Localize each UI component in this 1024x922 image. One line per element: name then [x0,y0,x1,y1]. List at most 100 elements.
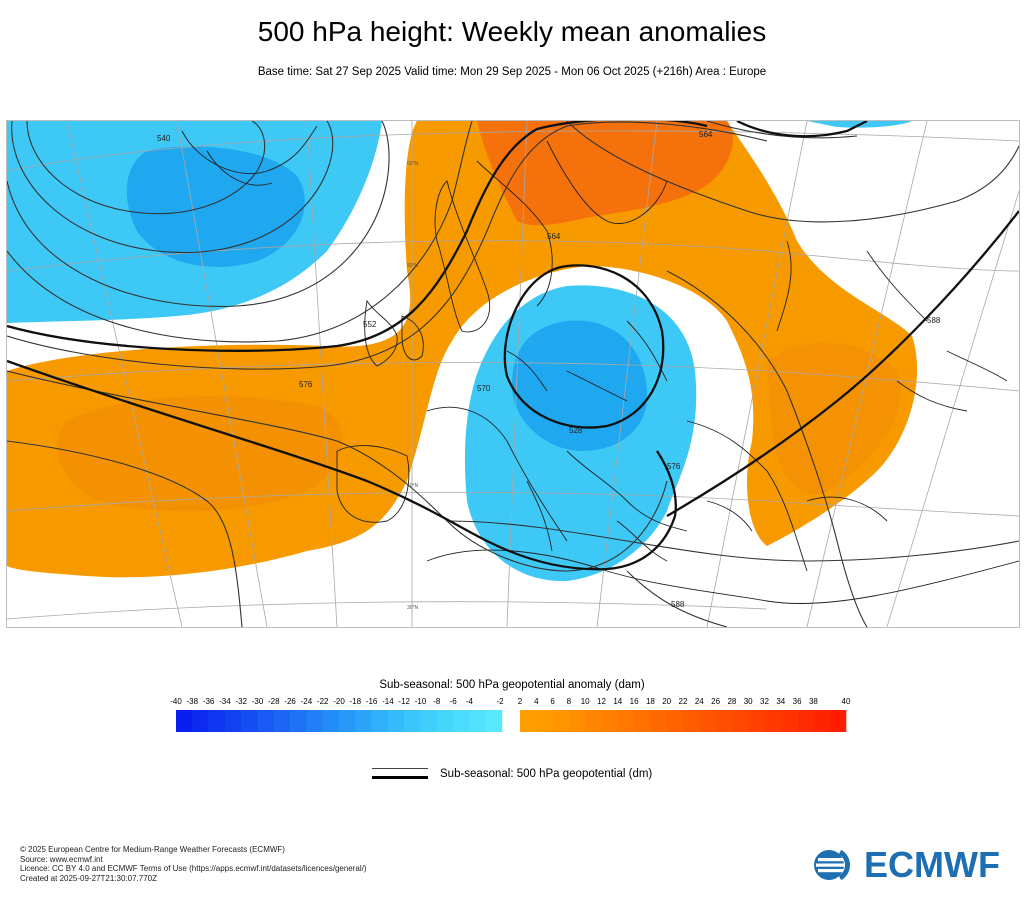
footer-credits: © 2025 European Centre for Medium-Range … [20,845,367,883]
contour-label: 564 [699,130,713,139]
colorbar-tick-label: -40 [170,697,182,706]
colorbar-tick-label: -12 [398,697,410,706]
colorbar-tick-label: -36 [202,697,215,706]
colorbar-swatch-positive [650,710,667,732]
contour-label: 528 [569,426,583,435]
colorbar-swatch-negative [339,710,356,732]
ecmwf-logo-icon [814,849,856,881]
contour-label: 576 [299,380,313,389]
colorbar-swatch-positive [829,710,847,732]
coastlines [181,125,1019,605]
colorbar-swatch-positive [764,710,782,732]
footer-created: Created at 2025-09-27T21:30:07.770Z [20,873,157,883]
page-title: 500 hPa height: Weekly mean anomalies [257,16,767,47]
colorbar-tick-label: -38 [186,697,199,706]
colorbar-swatch-negative [208,710,226,732]
ecmwf-logo: ECMWF [812,846,1000,884]
colorbar-tick-label: -34 [219,697,231,706]
contour-label: 576 [667,462,681,471]
lat-label: 60°N [407,161,419,167]
positive-anomaly-shading [7,121,918,578]
colorbar-tick-labels: -40 -38 -36 -34 -32 -30 -28 -26 -24 -22 -20 -18 -16-… [168,697,858,709]
colorbar-tick-label: -16 [365,697,378,706]
colorbar-tick-label: 14 [613,697,623,706]
colorbar-tick-label: -26 [284,697,296,706]
colorbar-tick-label: 4 [534,697,539,706]
colorbar-tick-label: 20 [662,697,672,706]
colorbar-tick-label: 34 [776,697,786,706]
colorbar-swatch-positive [552,710,570,732]
colorbar-tick-label: -30 [251,697,264,706]
colorbar-swatch-negative [355,710,372,732]
contour-label: 552 [363,320,377,329]
colorbar-swatch-negative [273,710,291,732]
colorbar-swatch-positive [683,710,700,732]
contour-label: 564 [547,232,561,241]
footer-source: Source: www.ecmwf.int [20,854,103,864]
colorbar-tick-label: 18 [645,697,655,706]
colorbar-tick-label: 36 [792,697,802,706]
colorbar-tick-label: -2 [496,697,504,706]
colorbar-tick-label: -14 [382,697,394,706]
colorbar-swatch-positive [731,710,749,732]
colorbar-swatch-positive [634,710,651,732]
colorbar-tick-label: -24 [300,697,313,706]
colorbar-title: Sub-seasonal: 500 hPa geopotential anoma… [379,679,645,691]
colorbar-swatch-positive [715,710,733,732]
colorbar-swatch-negative [290,710,307,732]
colorbar-swatch-positive [585,710,602,732]
colorbar-swatch-positive [748,710,765,732]
colorbar-swatch-negative [387,710,405,732]
colorbar-tick-label: -20 [333,697,345,706]
contour-label: 588 [927,316,941,325]
colorbar-tick-label: 6 [550,697,555,706]
map-svg: 552 540 564 576 576 564 588 588 528 570 … [7,121,1019,627]
colorbar-tick-label: 30 [743,697,753,706]
colorbar-swatch-positive [797,710,814,732]
colorbar-tick-label: 28 [727,697,737,706]
colorbar-swatch-negative [176,710,193,732]
colorbar-tick-label: -6 [449,697,457,706]
colorbar-swatch-positive [699,710,716,732]
colorbar-swatch-negative [453,710,470,732]
colorbar [176,710,847,732]
contour-labels: 552 540 564 576 576 564 588 588 528 570 [157,130,941,609]
colorbar-tick-label: -28 [268,697,280,706]
contour-legend-label: Sub-seasonal: 500 hPa geopotential (dm) [440,768,653,780]
colorbar-swatch-negative [257,710,275,732]
colorbar-tick-label: 12 [597,697,606,706]
colorbar-swatch-negative [322,710,340,732]
colorbar-swatch-positive [520,710,537,732]
colorbar-swatch-negative [306,710,323,732]
colorbar-tick-label: 26 [711,697,721,706]
graticule [7,121,1019,627]
contour-legend-bold [372,776,428,779]
contour-legend-thin [372,768,428,769]
latitude-labels: 60°N 50°N 40°N 30°N [407,161,419,611]
colorbar-tick-label: 2 [517,697,523,706]
lat-label: 30°N [407,605,419,611]
colorbar-swatch-negative [224,710,242,732]
geopotential-contours-bold [7,121,1019,571]
contour-label: 588 [671,600,685,609]
colorbar-swatch-negative [436,710,454,732]
colorbar-swatch-positive [617,710,635,732]
page-subtitle: Base time: Sat 27 Sep 2025 Valid time: M… [257,66,767,78]
colorbar-swatch-positive [536,710,553,732]
ecmwf-logo-text: ECMWF [864,844,1000,885]
colorbar-tick-label: 40 [841,697,851,706]
colorbar-tick-label: 8 [566,697,572,706]
contour-legend-line [372,768,428,779]
colorbar-tick-label: 22 [678,697,688,706]
colorbar-tick-label: 10 [580,697,590,706]
colorbar-tick-label: -18 [349,697,362,706]
lat-label: 40°N [407,483,419,489]
colorbar-swatch-negative [371,710,389,732]
lat-label: 50°N [407,263,419,269]
colorbar-tick-label: -10 [414,697,427,706]
colorbar-tick-label: -4 [465,697,473,706]
colorbar-swatch-negative [485,710,503,732]
colorbar-swatch-negative [420,710,438,732]
footer-copyright: © 2025 European Centre for Medium-Range … [20,845,285,854]
anomaly-map: 552 540 564 576 576 564 588 588 528 570 … [6,120,1020,628]
